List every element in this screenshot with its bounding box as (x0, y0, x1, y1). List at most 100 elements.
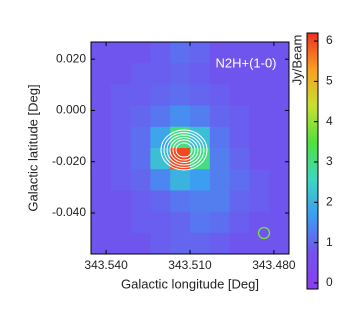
heatmap-cell (269, 169, 290, 191)
heatmap-cell (130, 84, 151, 107)
y-tick-label: -0.040 (52, 205, 86, 219)
heatmap-cell (229, 190, 250, 213)
contour (160, 129, 208, 171)
heatmap-cell (229, 105, 250, 128)
heatmap-cell (170, 190, 191, 213)
contour (163, 132, 205, 168)
heatmap-cell (269, 84, 290, 107)
heatmap-cell (150, 105, 171, 128)
heatmap-cell (91, 42, 112, 64)
heatmap-cell (91, 169, 112, 191)
contour (175, 142, 193, 158)
colorbar-tick-label: 1 (326, 235, 333, 249)
heatmap-cell (110, 105, 132, 128)
heatmap-cell (130, 148, 151, 170)
heatmap-cell (110, 63, 132, 85)
contour (166, 134, 202, 166)
heatmap-cell (269, 105, 290, 128)
heatmap-cell (269, 126, 290, 149)
annotation: N2H+(1-0) (215, 55, 276, 70)
heatmap-cell (190, 42, 211, 64)
heatmap-cell (269, 148, 290, 170)
heatmap-cell (130, 105, 151, 128)
heatmap-cell (110, 84, 132, 107)
heatmap-cell (209, 105, 231, 128)
heatmap-cell (249, 105, 270, 128)
heatmap-cell (150, 148, 171, 170)
colorbar-tick-label: 3 (326, 154, 333, 168)
heatmap-cell (269, 190, 290, 213)
heatmap-cell (269, 63, 290, 85)
heatmap-cell (150, 169, 171, 191)
heatmap-cell (209, 232, 231, 255)
heatmap-cell (150, 63, 171, 85)
heatmap-cell (91, 148, 112, 170)
heatmap-cell (110, 148, 132, 170)
heatmap-cell (229, 42, 250, 64)
heatmap-cell (209, 84, 231, 107)
heatmap-cell (190, 63, 211, 85)
heatmap-cell (150, 232, 171, 255)
heatmap-cell (269, 232, 290, 255)
heatmap-cell (130, 63, 151, 85)
heatmap (91, 42, 290, 255)
heatmap-cell (130, 211, 151, 234)
heatmap-cell (170, 148, 191, 170)
y-tick-label: 0.020 (56, 51, 86, 65)
contour (172, 139, 196, 161)
heatmap-cell (229, 84, 250, 107)
heatmap-cell (209, 211, 231, 234)
heatmap-cell (190, 105, 211, 128)
heatmap-cell (249, 169, 270, 191)
heatmap-cell (170, 232, 191, 255)
colorbar-tick-label: 0 (326, 275, 333, 289)
heatmap-cell (190, 190, 211, 213)
heatmap-cell (91, 211, 112, 234)
heatmap-cell (209, 63, 231, 85)
heatmap-cell (249, 126, 270, 149)
heatmap-cell (110, 211, 132, 234)
heatmap-cell (209, 126, 231, 149)
y-axis-label: Galactic latitude [Deg] (25, 84, 40, 211)
colorbar-tick-label: 6 (326, 33, 333, 47)
heatmap-cell (190, 84, 211, 107)
heatmap-cell (170, 63, 191, 85)
heatmap-cell (229, 63, 250, 85)
heatmap-cell (229, 232, 250, 255)
y-tick-label: 0.000 (56, 103, 86, 117)
heatmap-cell (209, 169, 231, 191)
heatmap-cell (269, 42, 290, 64)
colorbar (306, 32, 319, 290)
heatmap-cell (229, 211, 250, 234)
heatmap-cell (190, 232, 211, 255)
heatmap-cell (229, 126, 250, 149)
x-tick-label: 343.480 (252, 258, 296, 272)
heatmap-cell (209, 190, 231, 213)
y-tick-label: -0.020 (52, 154, 86, 168)
colorbar-label: Jy/Beam (289, 35, 304, 86)
heatmap-cell (91, 84, 112, 107)
x-tick-label: 343.510 (168, 258, 212, 272)
heatmap-cell (91, 190, 112, 213)
heatmap-cell (150, 84, 171, 107)
heatmap-cell (110, 169, 132, 191)
heatmap-cell (130, 190, 151, 213)
contours (160, 129, 208, 171)
heatmap-cell (130, 126, 151, 149)
heatmap-cell (249, 63, 270, 85)
heatmap-cell (91, 105, 112, 128)
heatmap-cell (170, 169, 191, 191)
heatmap-cell (110, 232, 132, 255)
heatmap-cell (229, 169, 250, 191)
heatmap-cell (190, 169, 211, 191)
heatmap-cell (209, 42, 231, 64)
heatmap-cell (249, 42, 270, 64)
heatmap-cell (249, 190, 270, 213)
heatmap-cell (130, 232, 151, 255)
heatmap-cell (110, 42, 132, 64)
heatmap-cell (150, 211, 171, 234)
beam (257, 226, 271, 240)
heatmap-cell (91, 232, 112, 255)
colorbar-tick-label: 4 (326, 114, 333, 128)
